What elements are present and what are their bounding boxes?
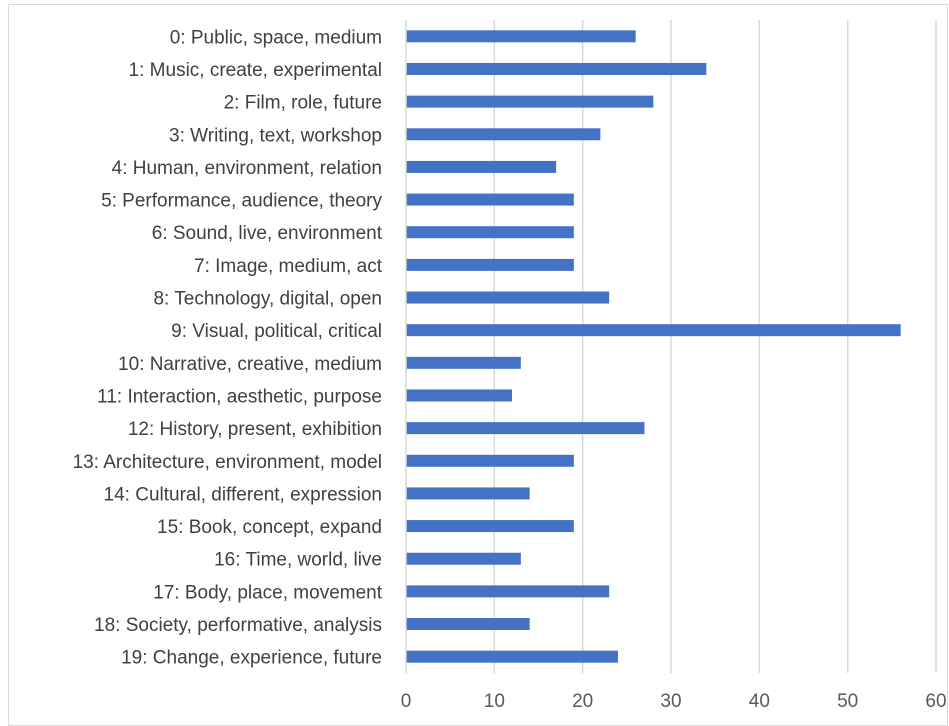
x-tick-label: 50 [837,691,858,712]
category-label: 0: Public, space, medium [170,27,382,48]
bar [406,226,574,239]
category-label: 4: Human, environment, relation [112,158,382,179]
bar [406,389,512,402]
category-labels: 0: Public, space, medium 1: Music, create… [73,27,383,668]
category-label: 18: Society, performative, analysis [94,615,382,636]
bar [406,520,574,533]
bar [406,324,901,337]
bar [406,454,574,467]
bar [406,30,636,43]
category-label: 10: Narrative, creative, medium [118,354,382,375]
x-tick-label: 0 [401,691,412,712]
bar [406,422,645,435]
x-tick-label: 30 [660,691,681,712]
category-label: 11: Interaction, aesthetic, purpose [97,386,382,407]
category-label: 14: Cultural, different, expression [104,484,382,505]
tick-labels: 0 10 20 30 40 50 60 [401,691,947,712]
category-label: 5: Performance, audience, theory [101,191,382,212]
bar [406,193,574,206]
bar [406,95,654,108]
x-tick-label: 20 [572,691,593,712]
bar [406,160,557,173]
category-label: 3: Writing, text, workshop [169,125,382,146]
category-label: 16: Time, world, live [214,550,382,571]
bar [406,650,618,663]
category-label: 6: Sound, live, environment [152,223,383,244]
bar [406,618,530,631]
bar [406,258,574,271]
category-label: 2: Film, role, future [224,93,382,114]
category-label: 12: History, present, exhibition [128,419,382,440]
bar [406,128,601,141]
bar [406,62,707,75]
x-tick-label: 40 [749,691,770,712]
category-label: 1: Music, create, experimental [129,60,382,81]
bar [406,585,610,598]
category-label: 17: Body, place, movement [153,582,383,603]
bar [406,487,530,500]
bars [406,30,901,663]
category-label: 9: Visual, political, critical [171,321,382,342]
category-label: 15: Book, concept, expand [157,517,382,538]
category-label: 8: Technology, digital, open [153,289,382,310]
category-label: 13: Architecture, environment, model [73,452,382,473]
category-label: 7: Image, medium, act [194,256,383,277]
bar [406,356,521,369]
x-tick-label: 10 [484,691,505,712]
category-label: 19: Change, experience, future [121,648,382,669]
bar [406,552,521,565]
x-tick-label: 60 [925,691,946,712]
gridlines [493,20,937,673]
bar [406,291,610,304]
